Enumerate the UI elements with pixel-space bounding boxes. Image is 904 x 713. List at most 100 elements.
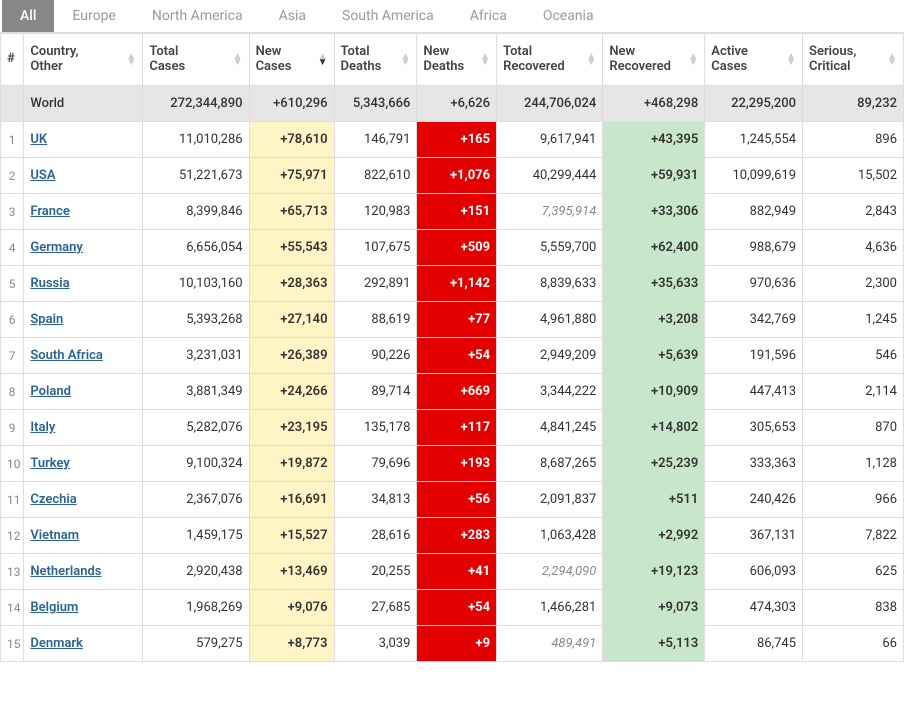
country-link[interactable]: Poland — [30, 384, 71, 399]
country-link[interactable]: UK — [30, 132, 47, 147]
sort-icon[interactable]: ▲▼ — [480, 54, 490, 66]
serious: 1,245 — [803, 302, 904, 338]
active-cases: 882,949 — [705, 194, 803, 230]
country-link[interactable]: France — [30, 204, 69, 219]
sort-icon[interactable]: ▲▼ — [887, 54, 897, 66]
new-deaths: +165 — [417, 122, 497, 158]
total-deaths: 27,685 — [334, 590, 417, 626]
row-idx: 14 — [1, 590, 24, 626]
col-header-total_recovered[interactable]: TotalRecovered ▲▼ — [497, 34, 603, 86]
col-header-label: ActiveCases — [711, 45, 748, 75]
active-cases: 191,596 — [705, 338, 803, 374]
row-idx: 6 — [1, 302, 24, 338]
country-link[interactable]: Denmark — [30, 636, 83, 651]
country-link[interactable]: Germany — [30, 240, 83, 255]
tab-africa[interactable]: Africa — [452, 0, 525, 32]
country-cell: Netherlands — [24, 554, 143, 590]
new-deaths: +151 — [417, 194, 497, 230]
row-idx: 1 — [1, 122, 24, 158]
col-header-new_cases[interactable]: NewCases▲▼ — [249, 34, 334, 86]
total-recovered: 1,063,428 — [497, 518, 603, 554]
new-cases: +65,713 — [249, 194, 334, 230]
serious: 15,502 — [803, 158, 904, 194]
tab-asia[interactable]: Asia — [261, 0, 324, 32]
country-link[interactable]: Netherlands — [30, 564, 101, 579]
total-recovered: 8,687,265 — [497, 446, 603, 482]
serious: 2,843 — [803, 194, 904, 230]
sort-icon[interactable]: ▲▼ — [318, 54, 328, 66]
world-total-recovered: 244,706,024 — [497, 86, 603, 122]
new-deaths: +117 — [417, 410, 497, 446]
sort-icon[interactable]: ▲▼ — [401, 54, 411, 66]
total-recovered: 489,491 — [497, 626, 603, 662]
row-idx: 5 — [1, 266, 24, 302]
total-recovered: 1,466,281 — [497, 590, 603, 626]
new-deaths: +56 — [417, 482, 497, 518]
sort-icon[interactable]: ▲▼ — [233, 54, 243, 66]
table-row: 8Poland3,881,349+24,26689,714+6693,344,2… — [1, 374, 904, 410]
new-recovered: +511 — [603, 482, 705, 518]
new-recovered: +3,208 — [603, 302, 705, 338]
col-header-new_recovered[interactable]: NewRecovered▲▼ — [603, 34, 705, 86]
tab-europe[interactable]: Europe — [54, 0, 133, 32]
active-cases: 367,131 — [705, 518, 803, 554]
country-link[interactable]: South Africa — [30, 348, 103, 363]
col-header-new_deaths[interactable]: NewDeaths▲▼ — [417, 34, 497, 86]
new-deaths: +1,142 — [417, 266, 497, 302]
active-cases: 305,653 — [705, 410, 803, 446]
col-header-total_deaths[interactable]: TotalDeaths▲▼ — [334, 34, 417, 86]
serious: 4,636 — [803, 230, 904, 266]
serious: 7,822 — [803, 518, 904, 554]
tab-all[interactable]: All — [2, 0, 54, 32]
col-header-label: TotalRecovered — [503, 45, 565, 75]
sort-icon[interactable]: ▲▼ — [126, 54, 136, 66]
table-header-row: #Country,Other▲▼TotalCases▲▼NewCases▲▼To… — [1, 34, 904, 86]
serious: 2,300 — [803, 266, 904, 302]
active-cases: 342,769 — [705, 302, 803, 338]
tab-oceania[interactable]: Oceania — [525, 0, 612, 32]
active-cases: 10,099,619 — [705, 158, 803, 194]
total-deaths: 20,255 — [334, 554, 417, 590]
tab-north-america[interactable]: North America — [134, 0, 261, 32]
active-cases: 970,636 — [705, 266, 803, 302]
country-link[interactable]: Russia — [30, 276, 69, 291]
col-header-serious[interactable]: Serious,Critical▲▼ — [803, 34, 904, 86]
country-link[interactable]: Czechia — [30, 492, 76, 507]
new-deaths: +193 — [417, 446, 497, 482]
new-deaths: +54 — [417, 590, 497, 626]
country-link[interactable]: Vietnam — [30, 528, 79, 543]
new-deaths: +41 — [417, 554, 497, 590]
country-link[interactable]: Turkey — [30, 456, 70, 471]
total-cases: 2,367,076 — [143, 482, 249, 518]
country-link[interactable]: Italy — [30, 420, 55, 435]
new-cases: +26,389 — [249, 338, 334, 374]
total-deaths: 292,891 — [334, 266, 417, 302]
sort-icon[interactable]: ▲▼ — [786, 54, 796, 66]
table-row: 14Belgium1,968,269+9,07627,685+541,466,2… — [1, 590, 904, 626]
row-idx: 13 — [1, 554, 24, 590]
new-cases: +13,469 — [249, 554, 334, 590]
col-header-active_cases[interactable]: ActiveCases ▲▼ — [705, 34, 803, 86]
country-link[interactable]: Belgium — [30, 600, 78, 615]
col-header-country[interactable]: Country,Other ▲▼ — [24, 34, 143, 86]
col-header-total_cases[interactable]: TotalCases▲▼ — [143, 34, 249, 86]
sort-icon[interactable]: ▲▼ — [586, 54, 596, 66]
new-deaths: +283 — [417, 518, 497, 554]
world-new-deaths: +6,626 — [417, 86, 497, 122]
total-cases: 6,656,054 — [143, 230, 249, 266]
total-recovered: 7,395,914 — [497, 194, 603, 230]
table-row: 5Russia10,103,160+28,363292,891+1,1428,8… — [1, 266, 904, 302]
col-header-label: Country,Other — [30, 45, 78, 75]
new-cases: +78,610 — [249, 122, 334, 158]
new-recovered: +5,113 — [603, 626, 705, 662]
col-header-idx[interactable]: # — [1, 34, 24, 86]
country-link[interactable]: USA — [30, 168, 55, 183]
sort-icon[interactable]: ▲▼ — [688, 54, 698, 66]
total-deaths: 90,226 — [334, 338, 417, 374]
tab-south-america[interactable]: South America — [324, 0, 452, 32]
country-cell: Germany — [24, 230, 143, 266]
world-idx — [1, 86, 24, 122]
country-link[interactable]: Spain — [30, 312, 63, 327]
table-body: World272,344,890+610,2965,343,666+6,6262… — [1, 86, 904, 662]
active-cases: 240,426 — [705, 482, 803, 518]
